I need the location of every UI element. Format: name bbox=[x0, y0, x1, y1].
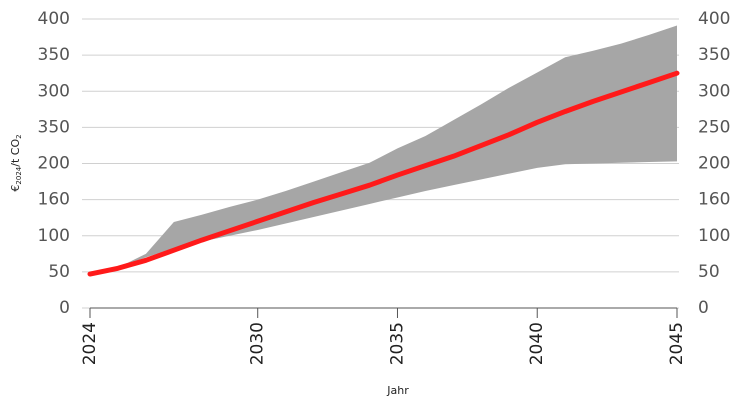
x-tick-label: 2040 bbox=[527, 322, 547, 365]
y-tick-label: 400 bbox=[38, 9, 70, 29]
y-label-part: € bbox=[9, 185, 22, 192]
range-band bbox=[90, 25, 677, 275]
x-tick-label: 2030 bbox=[248, 322, 268, 365]
y-tick-label: 100 bbox=[38, 226, 70, 246]
x-tick-label: 2035 bbox=[387, 322, 407, 365]
y-tick-label: 300 bbox=[38, 81, 70, 101]
y-tick-label: 350 bbox=[38, 117, 70, 137]
y2-tick-label: 350 bbox=[698, 45, 730, 65]
x-tick-label: 2024 bbox=[80, 322, 100, 365]
y-tick-label: 50 bbox=[48, 262, 70, 282]
y2-tick-label: 50 bbox=[698, 262, 720, 282]
y2-tick-label: 400 bbox=[698, 9, 730, 29]
y2-tick-label: 100 bbox=[698, 226, 730, 246]
x-axis-label: Jahr bbox=[386, 384, 409, 397]
y2-tick-label: 160 bbox=[698, 190, 730, 210]
y-tick-label: 0 bbox=[59, 298, 70, 318]
data-line bbox=[87, 70, 680, 277]
y-tick-label: 350 bbox=[38, 45, 70, 65]
y2-tick-label: 250 bbox=[698, 117, 730, 137]
y-label-part: /t CO bbox=[9, 139, 22, 167]
y-axis-label: €2024/t CO2 bbox=[9, 134, 23, 191]
y2-tick-label: 0 bbox=[698, 298, 709, 318]
y2-tick-label: 300 bbox=[698, 81, 730, 101]
y-label-sub: 2 bbox=[15, 134, 23, 138]
y-label-sub: 2024 bbox=[15, 166, 23, 184]
y-tick-label: 200 bbox=[38, 154, 70, 174]
y-tick-label: 160 bbox=[38, 190, 70, 210]
y2-tick-label: 200 bbox=[698, 154, 730, 174]
x-tick-label: 2045 bbox=[667, 322, 687, 365]
